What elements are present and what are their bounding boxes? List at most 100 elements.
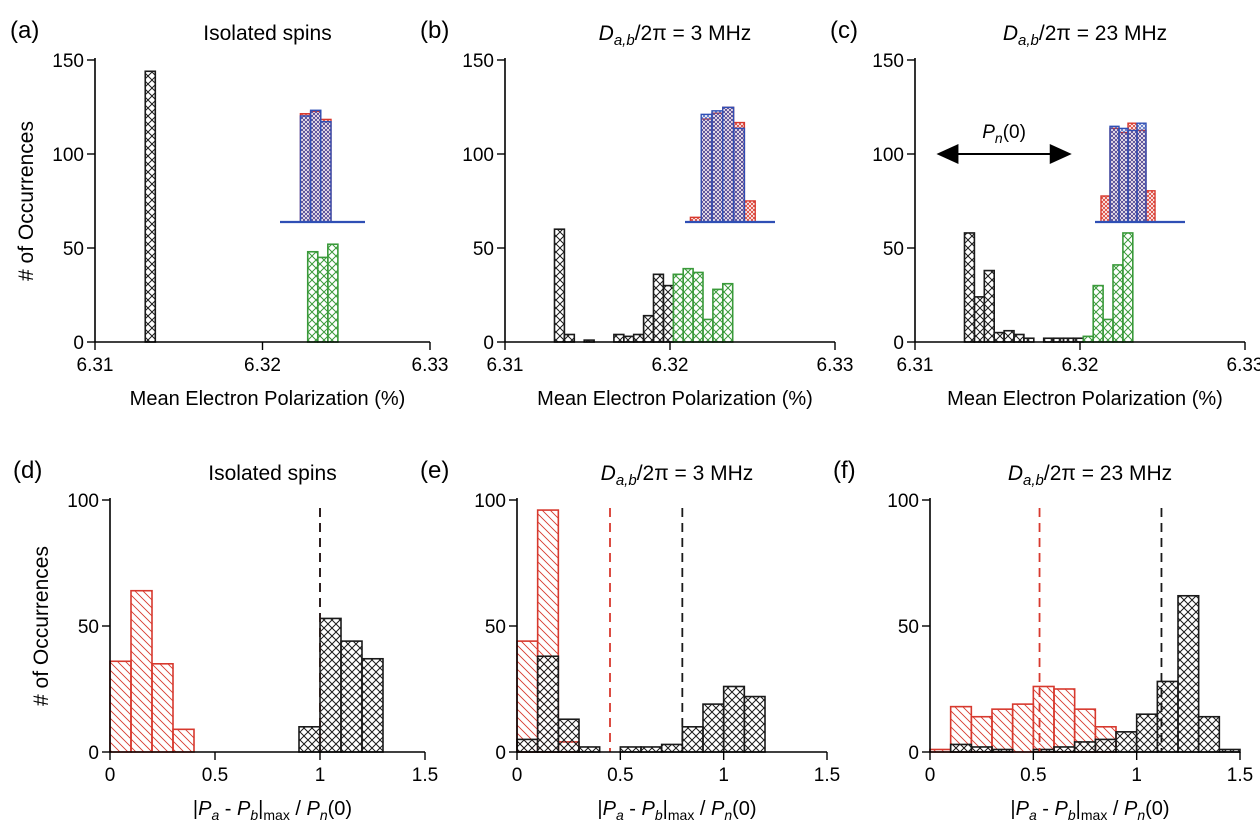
y-tick-label: 100 <box>887 491 919 512</box>
bar <box>1092 284 1104 343</box>
x-tick-label: 1 <box>1131 765 1142 786</box>
bar <box>622 335 635 343</box>
bar <box>516 640 539 753</box>
title-rest: /2π = 23 MHz <box>1044 462 1172 485</box>
bar <box>563 333 576 343</box>
bar <box>316 256 329 343</box>
y-axis-label: # of Occurrences <box>15 121 38 281</box>
panel-b: (b) Da,b/2π = 3 MHz 0 50 100 150 6.31 6.32 6.33M… <box>420 17 853 410</box>
y-tick-label: 100 <box>52 145 84 166</box>
panel-title: Da,b/2π = 3 MHz <box>599 22 752 49</box>
x-tick-label: 6.31 <box>897 355 934 376</box>
bar <box>660 743 684 753</box>
panel-title: Da,b/2π = 3 MHz <box>601 462 754 489</box>
bar <box>1003 329 1015 343</box>
bar <box>702 318 714 343</box>
x-tick-label: 6.32 <box>244 355 281 376</box>
bar <box>306 250 319 343</box>
x-axis-label: |Pa - Pb|max / Pn(0) <box>1010 798 1169 823</box>
x-tick-label: 0 <box>105 765 116 786</box>
arrow-label: Pn(0) <box>982 122 1026 146</box>
inset-bar <box>309 109 322 223</box>
bar <box>144 70 157 343</box>
bar <box>1011 703 1035 753</box>
y-tick-label: 50 <box>485 617 506 638</box>
bar <box>613 333 625 343</box>
y-tick-label: 0 <box>495 743 506 764</box>
x-tick-label: 1 <box>718 765 729 786</box>
y-tick-label: 100 <box>474 491 506 512</box>
bar <box>721 282 734 343</box>
panel-label: (e) <box>420 457 449 484</box>
bar <box>973 296 986 343</box>
x-tick-label: 6.33 <box>1227 355 1260 376</box>
x-tick-label: 1.5 <box>814 765 840 786</box>
x-tick-label: 0.5 <box>607 765 633 786</box>
x-tick-label: 0 <box>512 765 523 786</box>
inset-bar <box>320 120 332 223</box>
panel-label: (a) <box>10 17 39 44</box>
x-tick-label: 6.33 <box>817 355 854 376</box>
y-tick-label: 50 <box>898 617 919 638</box>
inset-bar <box>1136 122 1147 223</box>
y-tick-label: 50 <box>473 239 494 260</box>
x-tick-label: 0 <box>925 765 936 786</box>
y-tick-label: 150 <box>52 51 84 72</box>
panel-label: (b) <box>420 17 449 44</box>
bar <box>1197 715 1221 753</box>
inset-bar <box>1109 125 1120 223</box>
bar <box>1112 264 1124 343</box>
bar <box>1013 333 1025 343</box>
bar <box>743 695 766 753</box>
y-tick-label: 100 <box>67 491 99 512</box>
x-tick-label: 0.5 <box>202 765 228 786</box>
title-subscript: a,b <box>1018 32 1039 49</box>
x-axis-label: Mean Electron Polarization (%) <box>947 388 1223 410</box>
bar <box>1156 680 1179 753</box>
x-tick-label: 6.31 <box>487 355 524 376</box>
title-subscript: a,b <box>614 32 635 49</box>
panel-title: Da,b/2π = 23 MHz <box>1003 22 1167 49</box>
title-symbol: D <box>1003 22 1018 45</box>
bar <box>1115 731 1138 753</box>
panel-label: (d) <box>13 457 42 484</box>
bar <box>662 284 675 343</box>
bar <box>1177 594 1200 753</box>
y-tick-label: 50 <box>63 239 84 260</box>
inset-bar <box>1100 195 1111 223</box>
bar <box>722 685 746 753</box>
bar <box>1053 688 1076 753</box>
bar <box>327 243 339 343</box>
inset-bar <box>700 113 713 223</box>
y-tick-label: 100 <box>462 145 494 166</box>
inset-bar <box>1127 129 1138 223</box>
bar <box>682 267 694 343</box>
bar <box>632 333 645 343</box>
bar <box>340 640 363 753</box>
bar <box>536 655 560 753</box>
bar <box>949 743 973 753</box>
bar <box>151 662 174 753</box>
bar <box>557 718 580 753</box>
bar <box>1094 738 1117 753</box>
title-subscript: a,b <box>616 472 637 489</box>
panel-title: Da,b/2π = 23 MHz <box>1008 462 1172 489</box>
y-tick-label: 150 <box>462 51 494 72</box>
bar <box>516 738 539 753</box>
inset-bar <box>1118 127 1129 223</box>
x-tick-label: 6.33 <box>412 355 449 376</box>
x-tick-label: 0.5 <box>1020 765 1046 786</box>
inset-bar <box>299 115 312 223</box>
x-tick-label: 6.32 <box>652 355 689 376</box>
panel-title: Isolated spins <box>208 462 336 485</box>
bar <box>963 232 976 343</box>
bar <box>672 273 684 343</box>
bar <box>553 228 566 343</box>
bar <box>1032 685 1055 753</box>
title-rest: /2π = 3 MHz <box>635 22 752 45</box>
panel-e: (e) Da,b/2π = 3 MHz 0 50 100 0 0.5 1 1.5 |Pa - Pb… <box>420 457 840 823</box>
title-rest: /2π = 23 MHz <box>1039 22 1167 45</box>
bar <box>991 708 1014 753</box>
panel-title: Isolated spins <box>203 22 331 45</box>
panel-label: (c) <box>830 17 858 44</box>
